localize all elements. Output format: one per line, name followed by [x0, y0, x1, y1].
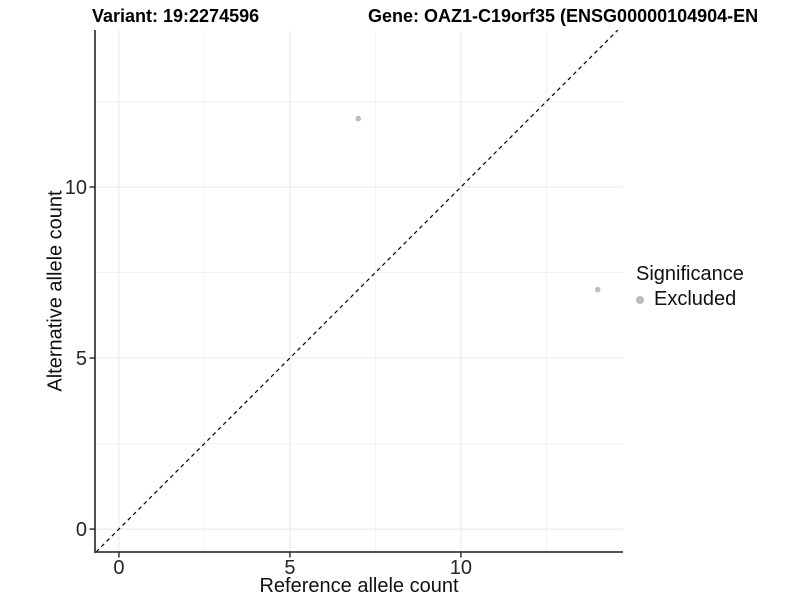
- y-tick-label: 0: [76, 519, 87, 541]
- identity-dashed-line: [95, 29, 619, 553]
- x-axis-title: Reference allele count: [259, 575, 459, 597]
- legend: Significance Excluded: [636, 263, 744, 311]
- y-tick-label: 5: [76, 348, 87, 370]
- y-axis-title: Alternative allele count: [44, 190, 67, 392]
- legend-item-excluded: Excluded: [636, 288, 744, 311]
- plot-title-variant: Variant: 19:2274596: [92, 6, 260, 26]
- x-tick-label: 5: [284, 557, 295, 579]
- x-tick-label: 0: [113, 557, 124, 579]
- legend-item-label: Excluded: [654, 288, 737, 310]
- legend-title: Significance: [636, 263, 744, 285]
- y-tick-label: 10: [65, 177, 87, 199]
- data-point: [355, 115, 362, 122]
- x-tick-label: 10: [450, 557, 472, 579]
- legend-key: [636, 295, 654, 304]
- excluded-point-icon: [636, 295, 644, 304]
- plot-title-gene: Gene: OAZ1-C19orf35 (ENSG00000104904-EN: [368, 6, 759, 26]
- data-point: [594, 286, 601, 293]
